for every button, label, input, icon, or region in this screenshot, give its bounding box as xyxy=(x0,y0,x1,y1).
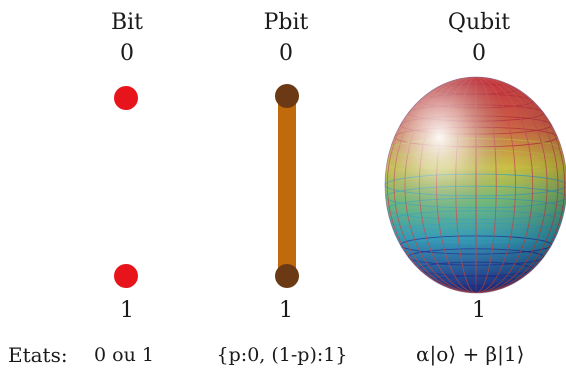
sphere-highlight xyxy=(385,77,566,293)
pbit-title: Pbit xyxy=(263,10,309,35)
pbit-bottom-label: 1 xyxy=(279,298,293,323)
bit-title: Bit xyxy=(110,10,144,35)
bit-bottom-label: 1 xyxy=(120,298,134,323)
bit-top-label: 0 xyxy=(120,41,134,66)
bit-one-dot xyxy=(114,264,138,288)
pbit-zero-dot xyxy=(275,84,299,108)
qubit-top-label: 0 xyxy=(472,41,486,66)
states-row-label: Etats: xyxy=(8,343,68,367)
pbit-one-dot xyxy=(275,264,299,288)
bit-states: 0 ou 1 xyxy=(94,344,154,366)
qubit-title: Qubit xyxy=(447,10,511,35)
qubit-bottom-label: 1 xyxy=(472,298,486,323)
bloch-sphere xyxy=(384,76,566,294)
qubit-states: α|o⟩ + β|1⟩ xyxy=(416,342,525,366)
pbit-states: {p:0, (1-p):1} xyxy=(216,344,348,366)
sphere-outline xyxy=(384,76,566,294)
pbit-bar xyxy=(278,96,296,276)
bit-zero-dot xyxy=(114,86,138,110)
pbit-top-label: 0 xyxy=(279,41,293,66)
